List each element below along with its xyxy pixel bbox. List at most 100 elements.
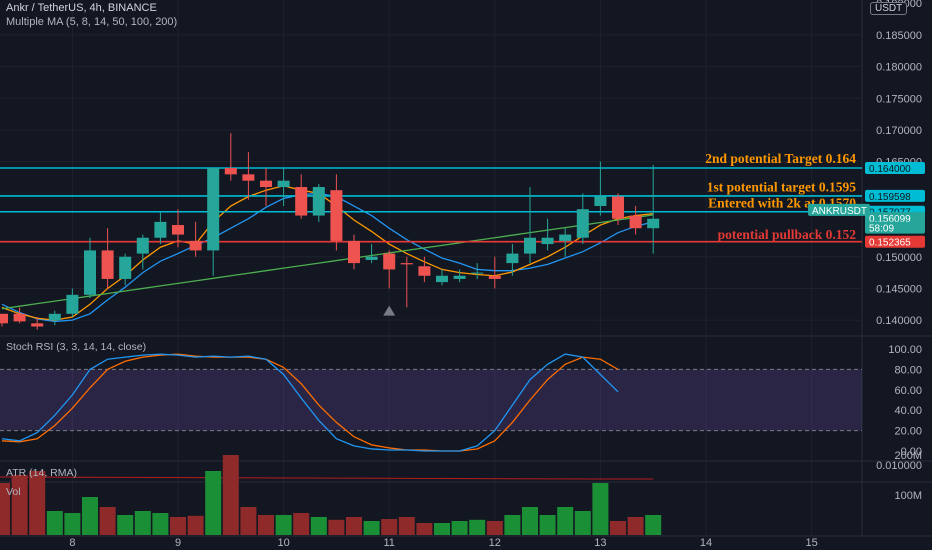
candle-body	[0, 313, 8, 324]
volume-bar	[574, 511, 591, 535]
price-tag-label: 0.156099	[869, 214, 911, 225]
candle-body	[277, 180, 290, 188]
volume-bar	[398, 517, 415, 535]
volume-bar	[610, 521, 626, 535]
candle-body	[260, 180, 272, 188]
candle-body	[471, 272, 484, 274]
price-tick-label: 0.140000	[876, 315, 922, 327]
candle-body	[31, 323, 44, 327]
candle-body	[13, 313, 26, 322]
chart-title: Ankr / TetherUS, 4h, BINANCE	[6, 2, 157, 14]
price-tick-label: 0.175000	[876, 93, 922, 105]
price-tick-label: 0.145000	[876, 283, 922, 295]
candle-body	[136, 237, 149, 254]
price-tick-label: 0.170000	[876, 125, 922, 137]
volume-bar	[627, 517, 644, 535]
moving-average-line	[1, 185, 654, 321]
chart-annotation: 1st potential target 0.1595	[707, 180, 856, 195]
volume-bar	[416, 523, 433, 535]
candle-body	[48, 313, 61, 321]
candle-body	[594, 196, 607, 207]
candle-body	[242, 174, 255, 181]
time-tick-label: 9	[175, 537, 181, 549]
volume-bar	[134, 511, 151, 535]
price-tick-label: 0.185000	[876, 30, 922, 42]
candle-body	[207, 168, 220, 251]
rsi-tick-label: 0.00	[901, 446, 922, 458]
rsi-tick-label: 40.00	[894, 405, 922, 417]
price-tag-box	[865, 221, 925, 234]
price-tag-label: 0.159598	[869, 192, 911, 203]
time-tick-label: 8	[69, 537, 75, 549]
volume-bar	[258, 515, 274, 535]
chart-annotation: 2nd potential Target 0.164	[705, 151, 856, 166]
volume-label[interactable]: Vol	[6, 486, 21, 498]
volume-bar	[64, 513, 81, 535]
time-tick-label: 10	[277, 537, 289, 549]
rsi-tick-label: 20.00	[894, 426, 922, 438]
volume-bar	[82, 497, 98, 535]
rsi-tick-label: 60.00	[894, 385, 922, 397]
volume-bar	[592, 483, 609, 535]
volume-bar	[346, 517, 362, 535]
candle-body	[453, 275, 466, 279]
volume-bar	[381, 519, 398, 535]
candle-body	[189, 240, 202, 251]
currency-badge[interactable]: USDT	[870, 2, 908, 15]
atr-tick-label: 0.010000	[876, 460, 922, 472]
volume-bar	[451, 521, 468, 535]
candle-body	[330, 190, 343, 241]
volume-bar	[328, 519, 345, 535]
volume-bar	[557, 507, 574, 535]
candle-body	[119, 256, 132, 279]
volume-bar	[222, 455, 239, 535]
candle-body	[365, 256, 378, 260]
price-tag-label: 0.152365	[869, 238, 911, 249]
moving-average-line	[1, 214, 654, 310]
price-tag-box	[865, 189, 925, 202]
candle-body	[629, 215, 642, 229]
price-tick-label: 0.180000	[876, 62, 922, 74]
volume-bar	[539, 515, 556, 535]
stoch-rsi-d-line	[1, 353, 619, 452]
volume-bar	[11, 475, 28, 535]
candle-body	[612, 196, 624, 219]
volume-bar	[469, 519, 486, 535]
volume-bar	[522, 507, 538, 535]
volume-bar	[645, 515, 662, 535]
volume-tick-label: 200M	[894, 450, 922, 462]
price-tick-label: 0.150000	[876, 252, 922, 264]
time-tick-label: 15	[805, 537, 817, 549]
volume-bar	[99, 507, 116, 535]
candle-body	[84, 250, 96, 295]
volume-bar	[363, 521, 380, 535]
candle-body	[559, 234, 572, 241]
volume-bar	[170, 517, 186, 535]
volume-bar	[46, 511, 63, 535]
volume-bar	[187, 515, 204, 535]
candle-body	[576, 209, 589, 238]
atr-label[interactable]: ATR (14, RMA)	[6, 467, 77, 479]
ma-indicator-label[interactable]: Multiple MA (5, 8, 14, 50, 100, 200)	[6, 16, 178, 28]
stoch-rsi-label[interactable]: Stoch RSI (3, 3, 14, 14, close)	[6, 341, 147, 353]
rsi-band	[0, 369, 862, 431]
signal-marker-icon	[383, 305, 396, 316]
price-tag-box	[865, 235, 925, 248]
volume-bar	[434, 523, 450, 535]
price-tag-box	[808, 203, 870, 216]
volume-tick-label: 100M	[894, 490, 922, 502]
candle-body	[400, 263, 413, 265]
volume-bar	[293, 513, 310, 535]
volume-bar	[240, 507, 257, 535]
candle-body	[66, 294, 79, 314]
candle-body	[383, 253, 396, 270]
candle-body	[418, 266, 431, 276]
candle-body	[348, 240, 360, 264]
volume-bar	[29, 471, 46, 535]
time-tick-label: 14	[700, 537, 712, 549]
candle-body	[101, 250, 114, 279]
candle-body	[224, 168, 237, 175]
time-tick-label: 11	[383, 537, 394, 549]
